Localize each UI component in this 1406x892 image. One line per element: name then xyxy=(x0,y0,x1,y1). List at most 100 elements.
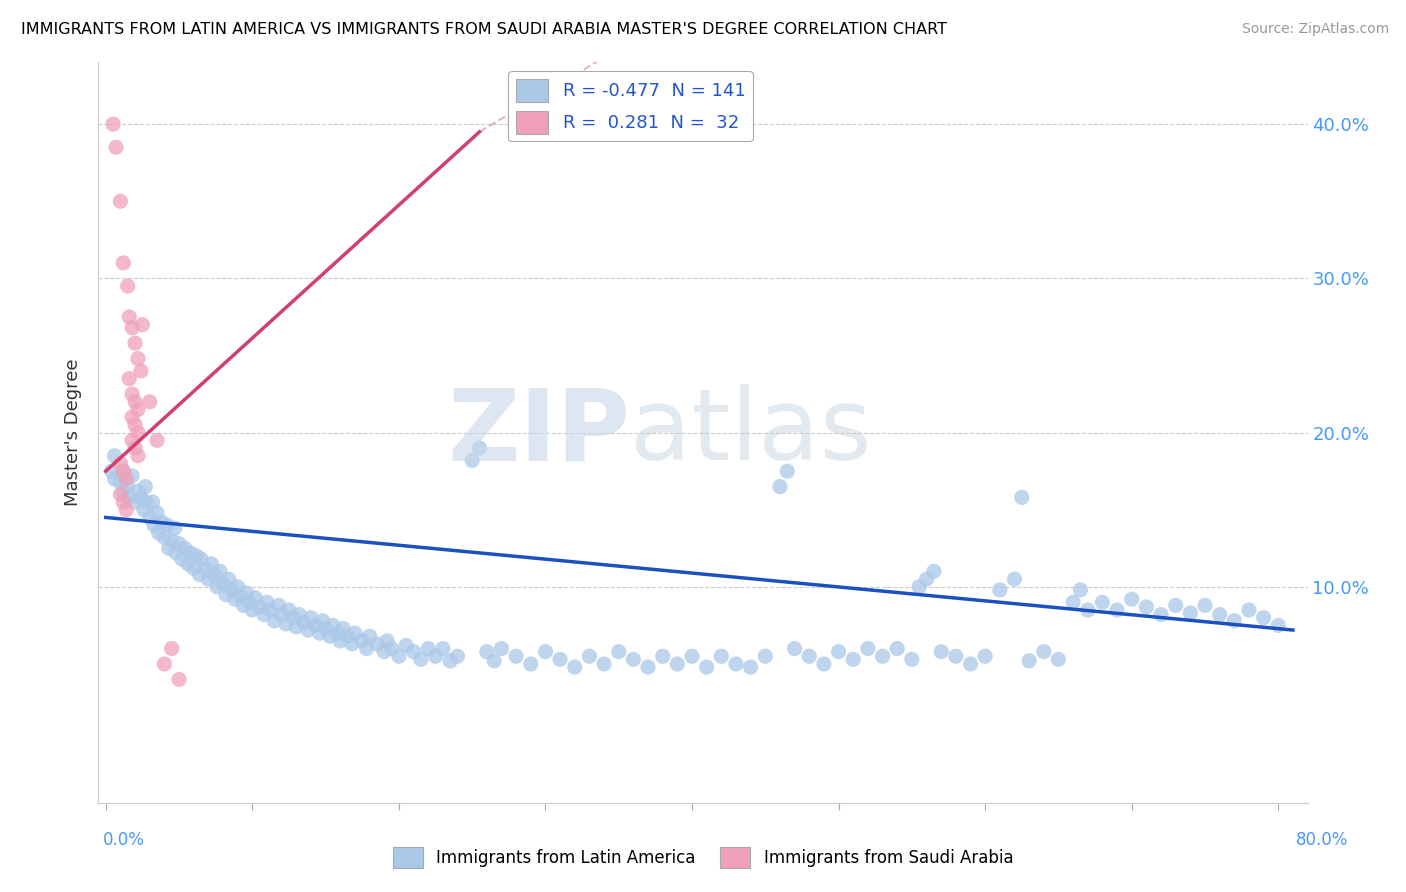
Point xyxy=(340,637,363,651)
Point xyxy=(235,586,257,600)
Point xyxy=(212,576,235,591)
Point xyxy=(153,657,176,671)
Point xyxy=(170,552,193,566)
Legend: Immigrants from Latin America, Immigrants from Saudi Arabia: Immigrants from Latin America, Immigrant… xyxy=(387,840,1019,875)
Point xyxy=(1164,599,1187,613)
Point xyxy=(112,256,135,270)
Point xyxy=(249,599,271,614)
Point xyxy=(278,603,301,617)
Point xyxy=(505,649,527,664)
Text: 80.0%: 80.0% xyxy=(1295,831,1348,849)
Point xyxy=(186,549,208,563)
Point xyxy=(240,603,263,617)
Point xyxy=(121,468,143,483)
Point xyxy=(103,449,125,463)
Point xyxy=(156,518,179,533)
Point xyxy=(520,657,543,671)
Point xyxy=(118,371,141,385)
Point xyxy=(218,572,240,586)
Point xyxy=(127,402,149,417)
Point xyxy=(117,480,139,494)
Point xyxy=(200,557,222,571)
Point xyxy=(380,641,402,656)
Point xyxy=(475,645,498,659)
Point xyxy=(131,318,153,332)
Point xyxy=(332,622,354,636)
Point xyxy=(157,541,180,556)
Point xyxy=(146,506,169,520)
Point xyxy=(418,641,440,656)
Point xyxy=(402,645,425,659)
Point xyxy=(270,607,292,622)
Point xyxy=(311,614,333,628)
Point xyxy=(129,491,152,505)
Text: 0.0%: 0.0% xyxy=(103,831,145,849)
Point xyxy=(1180,606,1202,620)
Point xyxy=(593,657,616,671)
Point xyxy=(174,541,197,556)
Point xyxy=(129,364,152,378)
Point xyxy=(267,599,290,613)
Point xyxy=(263,614,285,628)
Point xyxy=(388,649,411,664)
Point xyxy=(336,629,359,643)
Point xyxy=(769,480,792,494)
Point xyxy=(127,484,149,499)
Point xyxy=(1237,603,1260,617)
Point xyxy=(115,472,138,486)
Point xyxy=(112,484,135,499)
Point xyxy=(329,633,352,648)
Point xyxy=(150,515,173,529)
Point xyxy=(1077,603,1099,617)
Point xyxy=(446,649,468,664)
Point xyxy=(1091,595,1114,609)
Point xyxy=(872,649,894,664)
Point xyxy=(188,567,211,582)
Point xyxy=(776,464,799,478)
Point xyxy=(1223,614,1246,628)
Point xyxy=(285,620,308,634)
Point xyxy=(299,610,322,624)
Point xyxy=(221,582,243,597)
Point xyxy=(356,641,378,656)
Point xyxy=(127,351,149,366)
Text: atlas: atlas xyxy=(630,384,872,481)
Point xyxy=(167,673,190,687)
Point xyxy=(352,633,374,648)
Point xyxy=(153,531,176,545)
Point xyxy=(901,652,924,666)
Point xyxy=(1194,599,1216,613)
Point xyxy=(167,536,190,550)
Point xyxy=(799,649,821,664)
Point xyxy=(315,622,337,636)
Point xyxy=(1121,592,1143,607)
Point xyxy=(283,610,305,624)
Point xyxy=(115,502,138,516)
Point xyxy=(124,336,146,351)
Point xyxy=(308,626,330,640)
Point xyxy=(202,567,225,582)
Point xyxy=(180,546,202,560)
Point xyxy=(121,410,143,425)
Point xyxy=(395,639,418,653)
Point xyxy=(856,641,879,656)
Point xyxy=(229,589,252,603)
Point xyxy=(432,641,454,656)
Point xyxy=(375,633,398,648)
Point xyxy=(224,592,246,607)
Point xyxy=(163,521,186,535)
Point xyxy=(143,518,166,533)
Point xyxy=(118,491,141,505)
Point xyxy=(1135,599,1157,614)
Point xyxy=(121,320,143,334)
Text: Source: ZipAtlas.com: Source: ZipAtlas.com xyxy=(1241,22,1389,37)
Point xyxy=(1047,652,1070,666)
Point xyxy=(564,660,586,674)
Point xyxy=(209,565,232,579)
Point xyxy=(681,649,703,664)
Point xyxy=(135,495,157,509)
Point xyxy=(112,495,135,509)
Text: IMMIGRANTS FROM LATIN AMERICA VS IMMIGRANTS FROM SAUDI ARABIA MASTER'S DEGREE CO: IMMIGRANTS FROM LATIN AMERICA VS IMMIGRA… xyxy=(21,22,948,37)
Point xyxy=(146,434,169,448)
Point xyxy=(482,654,505,668)
